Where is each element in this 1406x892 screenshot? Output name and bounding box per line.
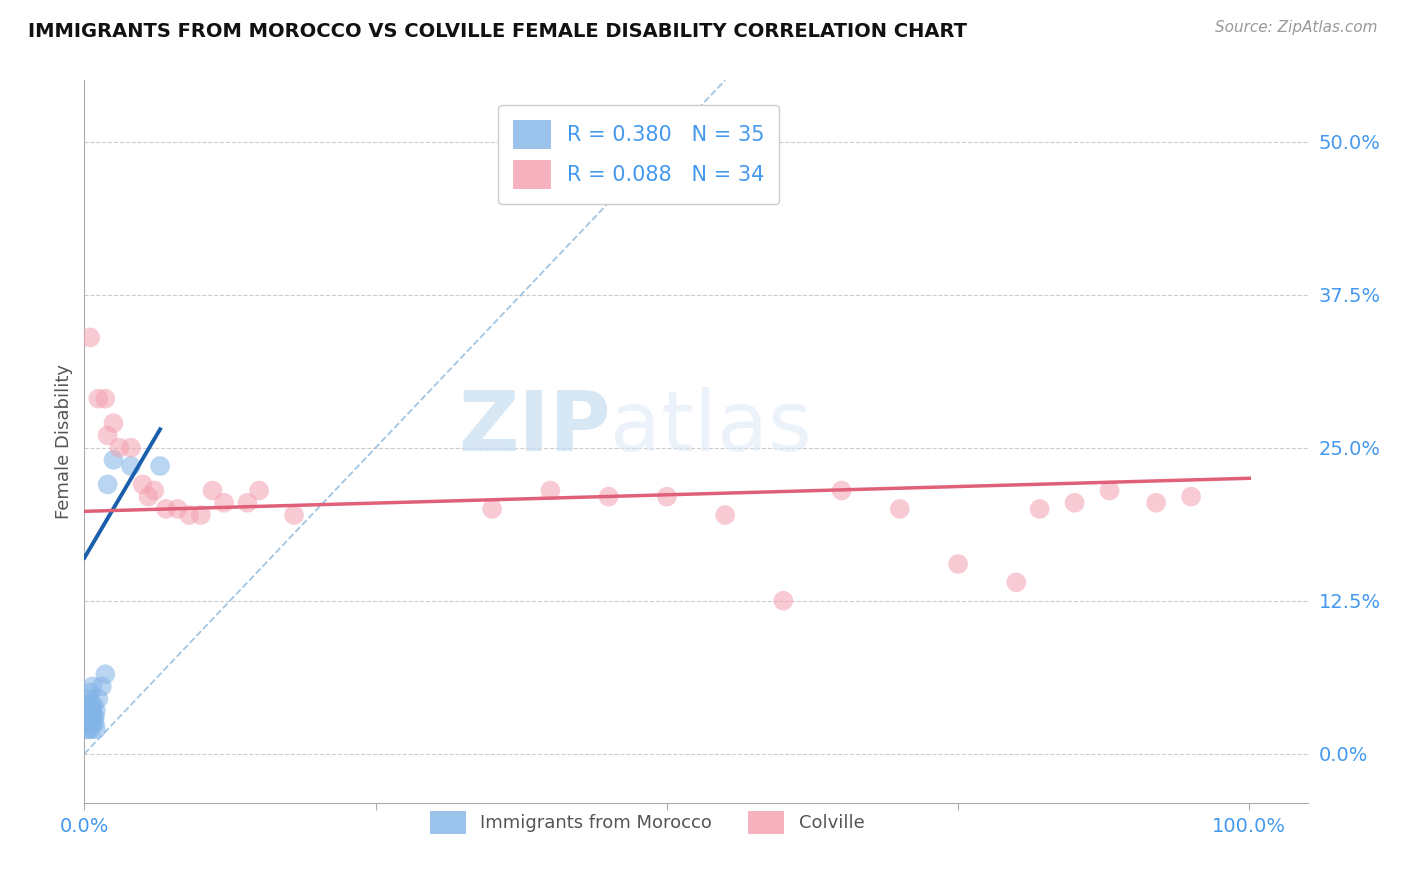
Point [94, 667, 117, 681]
Point [131, 477, 153, 491]
Point [83, 710, 105, 724]
Point [84, 723, 107, 737]
Point [1180, 490, 1202, 504]
Point [79, 330, 101, 344]
Point [77, 691, 100, 706]
Point [598, 490, 620, 504]
Text: IMMIGRANTS FROM MOROCCO VS COLVILLE FEMALE DISABILITY CORRELATION CHART: IMMIGRANTS FROM MOROCCO VS COLVILLE FEMA… [28, 22, 967, 41]
Point [82, 704, 104, 718]
Point [190, 508, 212, 522]
Point [481, 502, 503, 516]
Point [79, 685, 101, 699]
Point [889, 502, 911, 516]
Point [75, 716, 97, 731]
Point [946, 557, 969, 571]
Point [76, 698, 98, 712]
Point [143, 483, 166, 498]
Point [166, 502, 188, 516]
Point [79, 710, 101, 724]
Point [103, 453, 125, 467]
Point [1028, 502, 1050, 516]
Point [1005, 575, 1028, 590]
Point [103, 416, 125, 430]
Point [247, 483, 270, 498]
Point [80, 723, 103, 737]
Point [97, 477, 120, 491]
Point [155, 502, 177, 516]
Point [77, 710, 100, 724]
Point [772, 593, 794, 607]
Point [87, 392, 110, 406]
Point [1144, 496, 1167, 510]
Text: atlas: atlas [610, 386, 813, 467]
Point [179, 508, 201, 522]
Point [82, 716, 104, 731]
Point [1098, 483, 1121, 498]
Point [714, 508, 737, 522]
Point [236, 496, 259, 510]
Point [83, 698, 105, 712]
Point [76, 698, 98, 712]
Point [83, 710, 105, 724]
Point [76, 716, 98, 731]
Y-axis label: Female Disability: Female Disability [55, 364, 73, 519]
Point [120, 441, 142, 455]
Point [94, 392, 117, 406]
Point [538, 483, 561, 498]
Point [84, 704, 107, 718]
Point [212, 496, 235, 510]
Text: Source: ZipAtlas.com: Source: ZipAtlas.com [1215, 20, 1378, 35]
Point [76, 704, 98, 718]
Point [77, 704, 100, 718]
Point [79, 704, 101, 718]
Point [138, 490, 160, 504]
Point [77, 723, 100, 737]
Point [90, 680, 112, 694]
Point [1063, 496, 1085, 510]
Point [831, 483, 853, 498]
Point [120, 458, 142, 473]
Text: ZIP: ZIP [458, 386, 610, 467]
Point [149, 458, 172, 473]
Point [75, 710, 97, 724]
Point [83, 716, 105, 731]
Point [76, 723, 98, 737]
Point [283, 508, 305, 522]
Point [201, 483, 224, 498]
Legend: Immigrants from Morocco, Colville: Immigrants from Morocco, Colville [419, 801, 876, 845]
Point [80, 698, 103, 712]
Point [97, 428, 120, 442]
Point [80, 710, 103, 724]
Point [79, 716, 101, 731]
Point [655, 490, 678, 504]
Point [108, 441, 131, 455]
Point [76, 710, 98, 724]
Point [87, 691, 110, 706]
Point [82, 680, 104, 694]
